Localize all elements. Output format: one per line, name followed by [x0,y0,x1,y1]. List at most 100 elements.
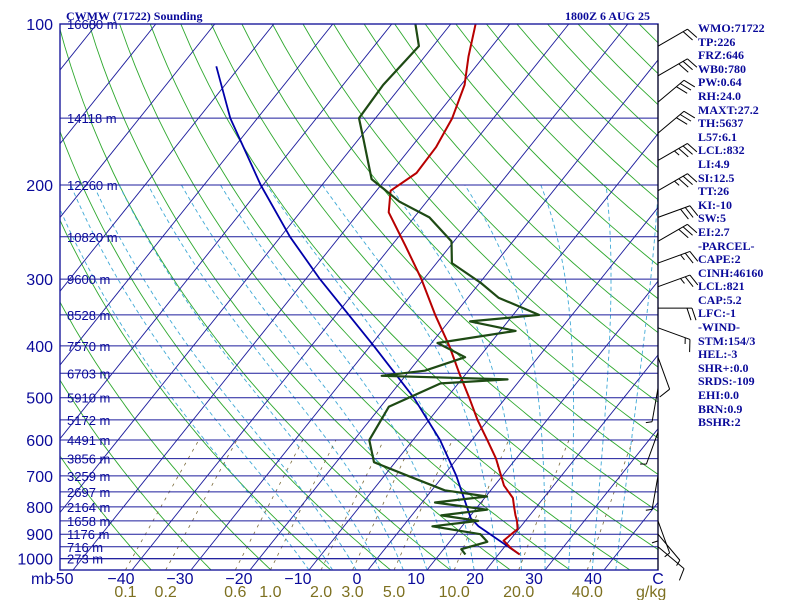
pressure-label: 500 [26,391,53,408]
height-label: 2164 m [67,500,110,515]
index-item: SHR+:0.0 [698,360,749,375]
pressure-label: 200 [26,178,53,195]
index-item: -PARCEL- [698,238,755,253]
index-item: BSHR:2 [698,415,741,430]
wind-barb-staff [657,533,681,561]
index-item: RH:24.0 [698,88,741,103]
mixing-ratio-line [234,439,304,570]
index-item: WMO:71722 [698,21,765,35]
wind-barb [657,357,671,398]
wind-barb-staff [645,432,659,465]
dry-adiabat [302,24,658,403]
wind-barb-flag [684,252,694,264]
moist-adiabat [615,184,658,570]
height-label: 8528 m [67,308,110,323]
moist-adiabat [266,184,475,570]
wind-barb-flag [686,308,692,321]
isotherm [426,280,658,570]
wind-barb-flag [689,274,699,286]
height-label: 273 m [67,552,103,567]
index-item: KI:-10 [698,197,732,212]
pressure-label: 800 [26,500,53,517]
wind-barb-flag [682,31,693,41]
mixing-ratio-line [518,439,570,570]
isotherm [60,24,393,440]
dry-adiabat [60,219,332,570]
moist-adiabat [147,184,404,570]
mixing-ratio-line [393,439,453,570]
index-item: WB0:780 [698,61,746,76]
height-label: 3259 m [67,469,110,484]
wind-barb-staff [657,173,688,192]
wind-barb-flag [682,60,693,71]
wind-barb [657,533,681,566]
wind-barb-staff [657,357,671,390]
isotherm [544,428,658,570]
wind-barb-flag [687,223,698,234]
wind-barb-half-flag [674,150,680,156]
wind-barb-staff [657,58,688,77]
wind-barb-flag [691,308,697,321]
dry-adiabat [60,301,272,570]
wind-barb [657,110,696,134]
isotherm [190,24,629,570]
wind-barb-staff [651,388,659,422]
wind-barb [657,28,698,47]
index-item: MAXT:27.2 [698,102,759,117]
index-item: TP:226 [698,34,736,49]
wind-barb-half-flag [651,540,659,544]
wind-barb [657,546,685,581]
isotherm [60,24,216,219]
isotherm [72,24,511,570]
pressure-label: 600 [26,433,53,450]
wind-barb-staff [657,520,671,554]
isotherm [367,206,658,570]
temperature-tick-label: −20 [225,571,252,588]
isotherm [60,24,452,514]
wind-barb-flag [687,58,698,68]
height-label: 6703 m [67,366,110,381]
mixing-ratio-line [320,439,385,570]
dry-adiabat [363,24,658,334]
wind-barb-staff [657,79,685,103]
wind-barb-half-flag [680,254,685,261]
height-label: 1176 m [67,527,109,542]
dry-adiabat [424,24,658,266]
wind-barb-flag [678,63,689,73]
wind-barb-flag [682,145,693,155]
wind-barb-staff [657,205,691,218]
temperature-tick-label: 30 [525,571,543,588]
index-item: -WIND- [698,320,740,335]
dry-adiabat [394,24,658,300]
wind-barb [657,79,696,103]
height-label: 5172 m [67,413,110,428]
indices-panel: WMO:71722 TP:226 FRZ:646 WB0:780 PW:0.64 RH:2… [698,21,765,430]
temperature-axis-unit: C [652,571,664,588]
mixing-ratio-line [453,439,510,570]
mixing-ratio-tick-label: 40.0 [572,584,603,600]
mixing-ratio-tick-label: 3.0 [341,584,363,600]
wind-barb-flag [684,276,694,288]
wind-barb [651,506,659,544]
index-item: SW:5 [698,211,727,226]
wind-barb-staff [657,250,691,264]
wind-barb-flag [682,226,693,236]
wind-barb-half-flag [645,421,653,424]
mixing-ratio-tick-label: 5.0 [383,584,405,600]
isotherm [60,24,334,366]
mixing-ratio-tick-label: 0.1 [114,584,136,600]
wind-barb [657,58,698,77]
mixing-ratio-tick-label: 20.0 [503,584,534,600]
wind-barb-flag [679,83,692,91]
mixing-ratio-line [586,439,634,570]
chart-timestamp: 1800Z 6 AUG 25 [565,9,651,23]
wind-barb-flag [687,173,698,183]
wind-barb-flag [682,175,693,185]
mixing-ratio-tick-label: 10.0 [439,584,470,600]
dry-adiabat [333,24,658,368]
dry-adiabat [210,24,658,513]
height-label: 16680 m [67,17,118,32]
mixing-ratio-tick-label: 0.6 [224,584,246,600]
temperature-tick-label: −40 [107,571,134,588]
wind-barb-staff [657,327,691,340]
